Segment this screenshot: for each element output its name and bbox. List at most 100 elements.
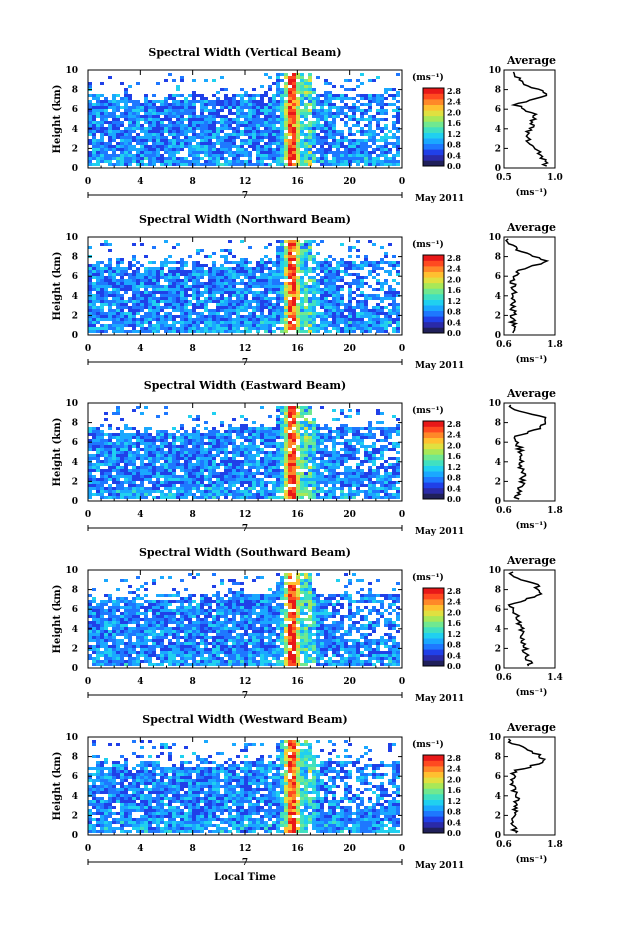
heatmap-cell [320, 118, 324, 121]
heatmap-cell [168, 436, 172, 439]
heatmap-cell [340, 442, 344, 445]
heatmap-cell [236, 300, 240, 303]
heatmap-cell [88, 160, 92, 163]
heatmap-cell [148, 115, 152, 118]
heatmap-cell [248, 460, 252, 463]
heatmap-cell [248, 472, 252, 475]
heatmap-cell [192, 445, 196, 448]
heatmap-cell [212, 270, 216, 273]
heatmap-cell [116, 109, 120, 112]
heatmap-cell [384, 112, 388, 115]
heatmap-cell [112, 115, 116, 118]
heatmap-cell [180, 475, 184, 478]
heatmap-cell [120, 273, 124, 276]
heatmap-cell [96, 109, 100, 112]
heatmap-cell [284, 91, 288, 94]
heatmap-cell [104, 312, 108, 315]
heatmap-cell [236, 133, 240, 136]
heatmap-cell [228, 439, 232, 442]
heatmap-cell [208, 436, 212, 439]
heatmap-cell [356, 315, 360, 318]
heatmap-cell [172, 324, 176, 327]
heatmap-cell [116, 133, 120, 136]
heatmap-cell [104, 97, 108, 100]
heatmap-cell [248, 312, 252, 315]
heatmap-cell [292, 433, 296, 436]
heatmap-cell [216, 136, 220, 139]
heatmap-cell [136, 163, 140, 166]
heatmap-cell [120, 312, 124, 315]
heatmap-cell [128, 109, 132, 112]
heatmap-cell [100, 148, 104, 151]
heatmap-cell [364, 154, 368, 157]
heatmap-cell [284, 267, 288, 270]
heatmap-cell [240, 294, 244, 297]
heatmap-cell [224, 97, 228, 100]
heatmap-cell [232, 463, 236, 466]
heatmap-cell [272, 466, 276, 469]
heatmap-cell [352, 321, 356, 324]
heatmap-cell [120, 163, 124, 166]
heatmap-cell [136, 160, 140, 163]
heatmap-cell [152, 291, 156, 294]
heatmap-cell [324, 160, 328, 163]
heatmap-cell [292, 121, 296, 124]
heatmap-cell [360, 306, 364, 309]
heatmap-cell [332, 418, 336, 421]
heatmap-cell [160, 300, 164, 303]
heatmap-cell [276, 264, 280, 267]
heatmap-cell [184, 457, 188, 460]
heatmap-cell [340, 424, 344, 427]
heatmap-cell [300, 157, 304, 160]
heatmap-cell [292, 436, 296, 439]
heatmap-cell [256, 142, 260, 145]
heatmap-cell [204, 145, 208, 148]
heatmap-cell [128, 478, 132, 481]
heatmap-cell [388, 436, 392, 439]
heatmap-cell [180, 115, 184, 118]
heatmap-cell [192, 442, 196, 445]
heatmap-cell [216, 154, 220, 157]
heatmap-cell [188, 124, 192, 127]
heatmap-cell [212, 261, 216, 264]
heatmap-cell [212, 109, 216, 112]
heatmap-cell [296, 318, 300, 321]
heatmap-cell [128, 318, 132, 321]
heatmap-cell [228, 303, 232, 306]
heatmap-cell [336, 324, 340, 327]
heatmap-cell [268, 439, 272, 442]
heatmap-cell [376, 303, 380, 306]
heatmap-cell [352, 312, 356, 315]
heatmap-cell [160, 276, 164, 279]
heatmap-cell [308, 412, 312, 415]
heatmap-cell [192, 97, 196, 100]
heatmap-cell [344, 106, 348, 109]
heatmap-cell [112, 148, 116, 151]
heatmap-cell [132, 160, 136, 163]
heatmap-cell [212, 466, 216, 469]
heatmap-cell [220, 282, 224, 285]
heatmap-cell [380, 327, 384, 330]
heatmap-cell [208, 157, 212, 160]
heatmap-cell [200, 106, 204, 109]
heatmap-cell [224, 454, 228, 457]
heatmap-cell [328, 148, 332, 151]
heatmap-cell [124, 103, 128, 106]
heatmap-cell [308, 85, 312, 88]
heatmap-cell [168, 469, 172, 472]
heatmap-cell [148, 457, 152, 460]
heatmap-cell [184, 475, 188, 478]
heatmap-cell [176, 160, 180, 163]
heatmap-cell [204, 327, 208, 330]
y-tick-label: 8 [72, 253, 78, 263]
heatmap-cell [304, 115, 308, 118]
heatmap-cell [104, 294, 108, 297]
heatmap-cell [300, 321, 304, 324]
heatmap-cell [144, 282, 148, 285]
heatmap-cell [116, 154, 120, 157]
heatmap-cell [88, 106, 92, 109]
heatmap-cell [124, 109, 128, 112]
heatmap-cell [212, 442, 216, 445]
heatmap-cell [112, 300, 116, 303]
heatmap-cell [360, 469, 364, 472]
